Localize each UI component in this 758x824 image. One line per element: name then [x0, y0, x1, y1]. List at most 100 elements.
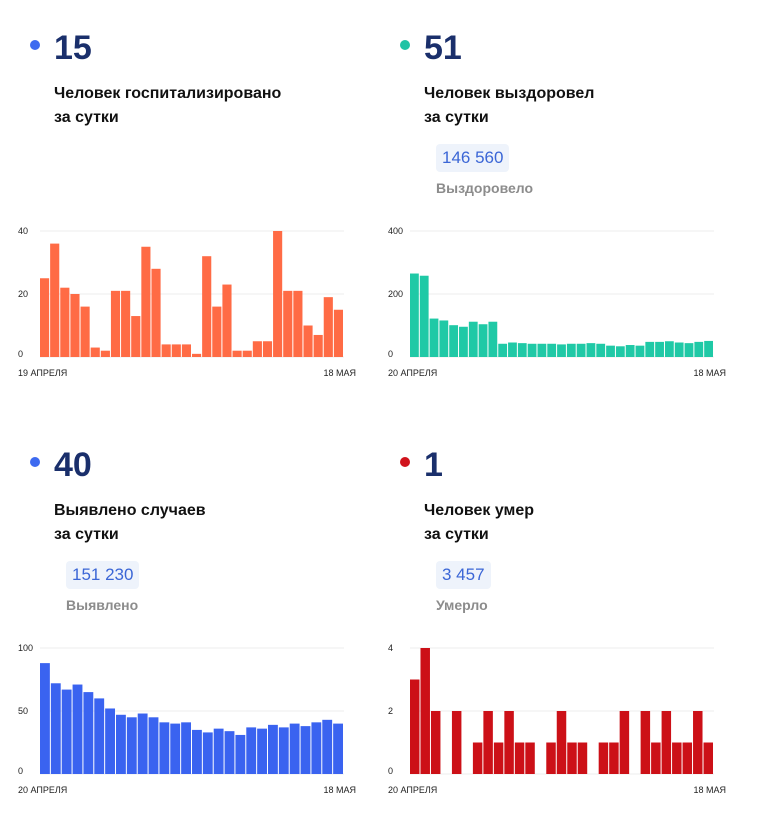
- bar: [459, 326, 468, 357]
- bar: [110, 290, 121, 357]
- bar: [556, 711, 567, 774]
- y-tick-label: 20: [18, 289, 28, 299]
- bar: [202, 256, 212, 357]
- metric-label-line1: Человек умер: [424, 502, 535, 519]
- bar: [472, 742, 483, 774]
- y-tick-label: 40: [18, 226, 28, 236]
- bar: [90, 347, 100, 357]
- bar: [252, 341, 262, 357]
- metric-label-line2: за сутки: [54, 526, 119, 543]
- metric-label-line2: за сутки: [424, 526, 489, 543]
- daily-count: 51: [424, 29, 462, 67]
- x-end-label: 18 МАЯ: [323, 368, 356, 378]
- bar: [170, 723, 181, 774]
- bar: [694, 341, 704, 357]
- bar: [131, 316, 141, 357]
- panel-recovered: 51 Человек выздоровел за сутки 146 560 В…: [388, 28, 738, 418]
- bar: [333, 723, 343, 774]
- bar: [567, 742, 577, 774]
- total-badge: 151 230: [66, 561, 140, 589]
- bar: [704, 340, 713, 357]
- metric-label: Выявлено случаев за сутки: [54, 499, 206, 547]
- bar: [514, 742, 525, 774]
- bar: [246, 727, 257, 774]
- bar: [429, 318, 439, 357]
- x-end-label: 18 МАЯ: [693, 368, 726, 378]
- bar: [547, 343, 557, 357]
- bar: [181, 344, 191, 357]
- bar: [615, 346, 625, 357]
- bar: [70, 294, 80, 357]
- bar: [674, 342, 684, 357]
- bar: [566, 343, 576, 357]
- bar: [224, 731, 235, 774]
- daily-count: 1: [424, 446, 443, 484]
- y-tick-label: 0: [18, 349, 23, 359]
- bar: [577, 742, 588, 774]
- total-label: Выявлено: [66, 597, 139, 613]
- bar: [293, 290, 303, 357]
- bar: [420, 648, 430, 774]
- bar: [50, 243, 60, 357]
- x-end-label: 18 МАЯ: [693, 785, 726, 795]
- bar: [94, 698, 105, 774]
- bar: [410, 273, 419, 357]
- bar: [661, 711, 672, 774]
- bar: [635, 345, 645, 357]
- bar: [493, 742, 504, 774]
- panel-hospitalized: 15 Человек госпитализировано за сутки 0 2…: [18, 28, 368, 418]
- indicator-dot: [30, 457, 40, 467]
- bar: [159, 722, 170, 774]
- bar: [232, 350, 242, 357]
- bar: [181, 722, 191, 774]
- bar: [61, 689, 72, 774]
- bar: [468, 321, 478, 357]
- bar: [430, 711, 441, 774]
- bar: [83, 692, 94, 774]
- bar: [148, 717, 159, 774]
- bar: [141, 246, 151, 357]
- bar: [703, 742, 713, 774]
- bar-chart-recovered: 0 200 400 20 АПРЕЛЯ 18 МАЯ: [388, 226, 726, 378]
- bar: [323, 297, 333, 357]
- bar: [619, 711, 630, 774]
- bar: [682, 742, 693, 774]
- bar: [262, 341, 273, 357]
- bar: [693, 711, 703, 774]
- bar: [596, 343, 606, 357]
- bar: [40, 278, 50, 357]
- y-tick-label: 0: [388, 766, 393, 776]
- bar: [137, 713, 148, 774]
- panel-cases: 40 Выявлено случаев за сутки 151 230 Выя…: [18, 445, 368, 824]
- bar: [322, 719, 333, 774]
- bar: [121, 290, 131, 357]
- x-start-label: 20 АПРЕЛЯ: [388, 785, 437, 795]
- bar: [557, 344, 566, 357]
- bar-chart-hospitalized: 0 20 40 19 АПРЕЛЯ 18 МАЯ: [18, 226, 356, 378]
- bar: [451, 711, 462, 774]
- bar: [283, 290, 293, 357]
- x-start-label: 20 АПРЕЛЯ: [18, 785, 67, 795]
- bar: [419, 275, 429, 357]
- bar: [508, 342, 517, 357]
- y-tick-label: 4: [388, 643, 393, 653]
- bar-chart-deaths: 0 2 4 20 АПРЕЛЯ 18 МАЯ: [388, 643, 726, 795]
- bar: [625, 345, 635, 357]
- bar: [72, 684, 83, 774]
- metric-label: Человек выздоровел за сутки: [424, 82, 594, 130]
- bar: [640, 711, 651, 774]
- y-tick-label: 400: [388, 226, 403, 236]
- bar: [213, 728, 224, 774]
- indicator-dot: [400, 40, 410, 50]
- metric-label-line2: за сутки: [54, 109, 119, 126]
- bar: [586, 343, 596, 357]
- y-tick-label: 100: [18, 643, 33, 653]
- indicator-dot: [400, 457, 410, 467]
- bar: [546, 742, 556, 774]
- bar: [60, 287, 70, 357]
- bar: [222, 284, 232, 357]
- x-start-label: 20 АПРЕЛЯ: [388, 368, 437, 378]
- bar: [235, 734, 246, 774]
- bar: [257, 728, 267, 774]
- bar: [268, 724, 278, 774]
